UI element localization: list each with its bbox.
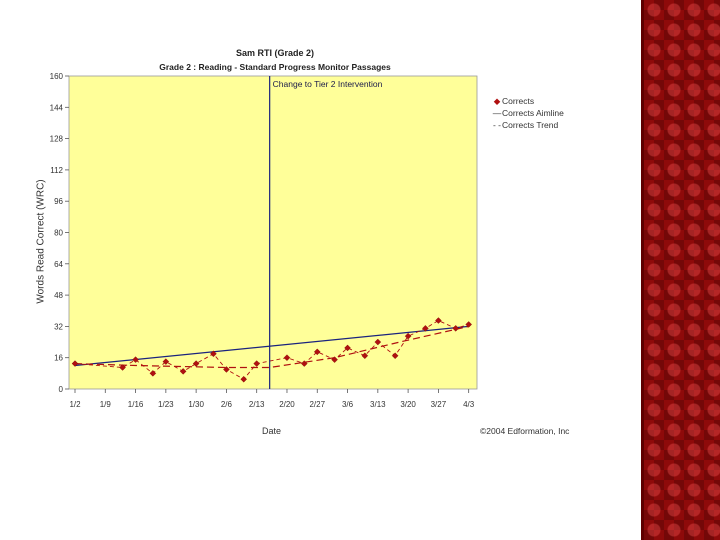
annotation-layer: Change to Tier 2 Intervention [269,76,383,389]
solid-line-icon: — [492,108,502,118]
chart-title: Sam RTI (Grade 2) [235,48,315,58]
y-tick-label: 32 [54,322,63,331]
corrects-data-point [240,375,247,383]
chart-subtitle: Grade 2 : Reading - Standard Progress Mo… [159,62,391,72]
y-tick-label: 80 [54,229,63,238]
corrects-data-point [179,368,187,375]
x-tick-label: 1/23 [158,400,174,409]
intervention-annotation: Change to Tier 2 Intervention [273,79,383,89]
x-tick-label: 2/20 [279,400,295,409]
y-tick-label: 48 [54,291,63,300]
legend-item-corrects: ◆ Corrects [492,95,564,107]
y-tick-label: 144 [50,103,64,112]
y-tick-label: 96 [54,197,63,206]
x-tick-label: 3/6 [342,400,354,409]
x-tick-label: 1/9 [100,400,112,409]
corrects-data-point [149,370,157,377]
corrects-data-point [210,350,217,358]
x-axis-ticks: 1/2 1/9 1/16 1/23 1/30 2/6 2/13 2/20 2/27 3/6 3/13… [69,389,475,409]
corrects-data-point [223,366,230,373]
legend-item-trend: - - Corrects Trend [492,119,564,131]
aimline-series-line [74,325,469,367]
corrects-data-point [162,358,170,365]
corrects-series-line [74,319,469,380]
corrects-data-point [331,356,338,363]
corrects-data-point [253,360,260,367]
x-tick-label: 1/2 [69,400,81,409]
trend-series-line [74,325,469,369]
diamond-marker-icon: ◆ [493,96,501,106]
corrects-data-point [435,317,442,324]
x-tick-label: 2/13 [249,400,265,409]
legend: ◆ Corrects — Corrects Aimline - - Correc… [492,95,564,131]
y-tick-label: 160 [50,72,64,81]
y-tick-label: 16 [54,354,63,363]
corrects-data-point [391,352,399,360]
x-axis-label: Date [262,426,282,436]
corrects-data-point [119,364,126,371]
corrects-data-point [361,352,369,360]
corrects-data-point [452,325,459,332]
corrects-data-point [132,356,139,363]
corrects-data-point [313,348,321,356]
x-tick-label: 1/30 [188,400,204,409]
x-tick-label: 1/16 [128,400,144,409]
x-tick-label: 3/20 [400,400,416,409]
y-tick-label: 112 [50,166,63,175]
x-tick-label: 2/6 [221,400,233,409]
dashed-line-icon: - - [492,120,502,130]
series-layer [71,317,472,383]
corrects-data-point [301,360,308,367]
legend-label-aimline: Corrects Aimline [502,108,564,118]
corrects-data-point [344,344,351,352]
corrects-data-point [192,360,200,367]
x-tick-label: 3/27 [431,400,447,409]
copyright-note: ©2004 Edformation, Inc [480,426,570,436]
corrects-data-point [71,360,79,367]
decorative-side-band [641,0,720,540]
corrects-data-point [422,325,429,332]
corrects-data-point [374,338,382,346]
y-tick-label: 64 [54,260,63,269]
y-tick-label: 0 [59,385,64,394]
corrects-data-point [283,354,291,361]
corrects-data-point [404,332,412,340]
legend-item-aimline: — Corrects Aimline [492,107,564,119]
y-axis-ticks: 0 16 32 48 64 80 96 112 128 144 160 [50,72,69,394]
x-tick-label: 2/27 [309,400,325,409]
x-tick-label: 4/3 [463,400,475,409]
plot-background [68,75,478,390]
legend-label-trend: Corrects Trend [502,120,559,130]
legend-label-corrects: Corrects [502,96,535,106]
x-tick-label: 3/13 [370,400,386,409]
corrects-data-point [465,321,472,328]
y-tick-label: 128 [50,135,64,144]
